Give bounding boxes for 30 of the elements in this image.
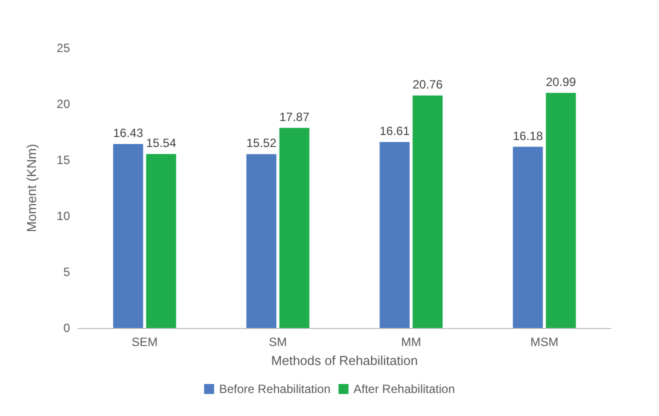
data-label: 15.54 [146,136,176,150]
y-tick-label: 0 [63,321,70,335]
y-tick-label: 5 [63,265,70,279]
x-axis-title: Methods of Rehabilitation [271,353,418,368]
bar [113,144,144,328]
x-tick-label: MSM [530,335,558,349]
bar [246,154,276,328]
bar [512,146,543,328]
bar [380,142,410,328]
x-tick-label: MM [401,335,422,349]
bar [412,95,443,328]
data-label: 20.76 [412,77,443,92]
y-tick-label: 10 [56,209,70,223]
data-label: 15.52 [246,136,277,150]
bar [279,128,310,328]
data-label: 16.18 [512,128,544,143]
data-label: 17.87 [279,110,310,124]
data-label: 20.99 [546,74,576,89]
x-tick-label: SM [268,335,287,349]
y-axis-title: Moment (KNm) [24,144,39,232]
x-tick-label: SEM [132,335,158,349]
bar [146,154,176,328]
y-tick-label: 15 [56,153,70,167]
data-label: 16.43 [113,126,144,140]
y-tick-label: 20 [56,97,70,111]
bar [546,92,576,328]
data-label: 16.61 [380,124,410,138]
legend-label: Before Rehabilitation [219,382,331,396]
y-tick-label: 25 [56,41,70,55]
legend-label: After Rehabilitation [354,382,455,396]
